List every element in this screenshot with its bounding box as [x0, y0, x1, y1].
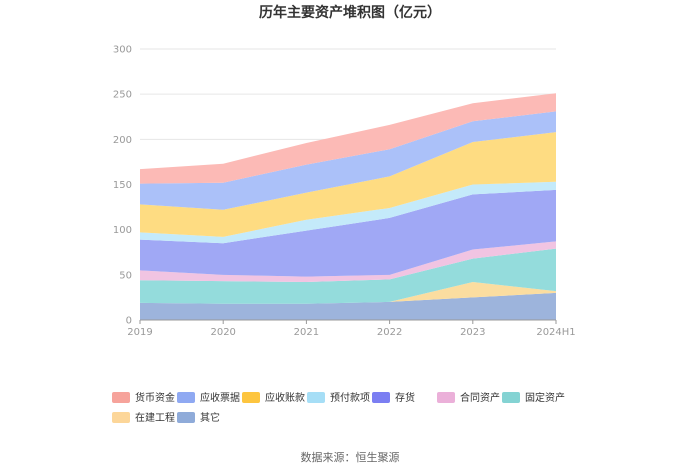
- legend-swatch: [112, 412, 130, 423]
- chart-title: 历年主要资产堆积图（亿元）: [259, 4, 441, 21]
- x-tick-label: 2020: [210, 327, 235, 338]
- legend-label: 在建工程: [135, 411, 175, 424]
- legend-swatch: [177, 392, 195, 403]
- x-tick-label: 2022: [377, 327, 402, 338]
- area-存货: [140, 189, 556, 277]
- legend-label: 货币资金: [135, 391, 175, 404]
- y-tick-label: 250: [113, 90, 132, 101]
- legend-item-存货[interactable]: 存货: [372, 391, 415, 404]
- legend-item-应收票据[interactable]: 应收票据: [177, 391, 240, 404]
- legend-label: 合同资产: [460, 391, 500, 404]
- legend-label: 预付款项: [330, 391, 370, 404]
- area-series: [140, 93, 556, 320]
- legend-swatch: [242, 392, 260, 403]
- y-tick-label: 0: [126, 316, 132, 327]
- y-tick-label: 300: [113, 45, 132, 56]
- legend-swatch: [307, 392, 325, 403]
- legend-item-在建工程[interactable]: 在建工程: [112, 411, 175, 424]
- area-其它: [140, 292, 556, 320]
- area-在建工程: [140, 282, 556, 304]
- y-tick-label: 50: [119, 270, 132, 281]
- y-tick-label: 200: [113, 135, 132, 146]
- y-tick-label: 150: [113, 180, 132, 191]
- area-应收票据: [140, 111, 556, 210]
- legend-item-预付款项[interactable]: 预付款项: [307, 391, 370, 404]
- x-tick-label: 2023: [460, 327, 485, 338]
- data-source: 数据来源：恒生聚源: [301, 450, 400, 464]
- legend-label: 应收账款: [265, 391, 305, 404]
- area-货币资金: [140, 93, 556, 184]
- x-tick-label: 2021: [294, 327, 319, 338]
- legend-item-固定资产[interactable]: 固定资产: [502, 391, 565, 404]
- legend-swatch: [177, 412, 195, 423]
- legend-swatch: [372, 392, 390, 403]
- x-axis: 2019 2020 2021 2022 2023 2024H1: [127, 319, 576, 338]
- legend-item-应收账款[interactable]: 应收账款: [242, 391, 305, 404]
- y-axis: 0 50 100 150 200 250 300: [113, 45, 132, 327]
- legend-swatch: [112, 392, 130, 403]
- legend-swatch: [502, 392, 520, 403]
- legend-item-其它[interactable]: 其它: [177, 411, 220, 424]
- legend-label: 其它: [200, 411, 220, 424]
- legend-item-货币资金[interactable]: 货币资金: [112, 391, 175, 404]
- legend-label: 存货: [395, 391, 415, 404]
- x-tick-label: 2019: [127, 327, 152, 338]
- area-合同资产: [140, 241, 556, 283]
- legend-item-合同资产[interactable]: 合同资产: [437, 391, 500, 404]
- y-tick-label: 100: [113, 225, 132, 236]
- legend-swatch: [437, 392, 455, 403]
- legend-label: 应收票据: [200, 391, 240, 404]
- area-预付款项: [140, 181, 556, 244]
- area-固定资产: [140, 248, 556, 304]
- x-tick-label: 2024H1: [536, 327, 575, 338]
- legend-label: 固定资产: [525, 391, 565, 404]
